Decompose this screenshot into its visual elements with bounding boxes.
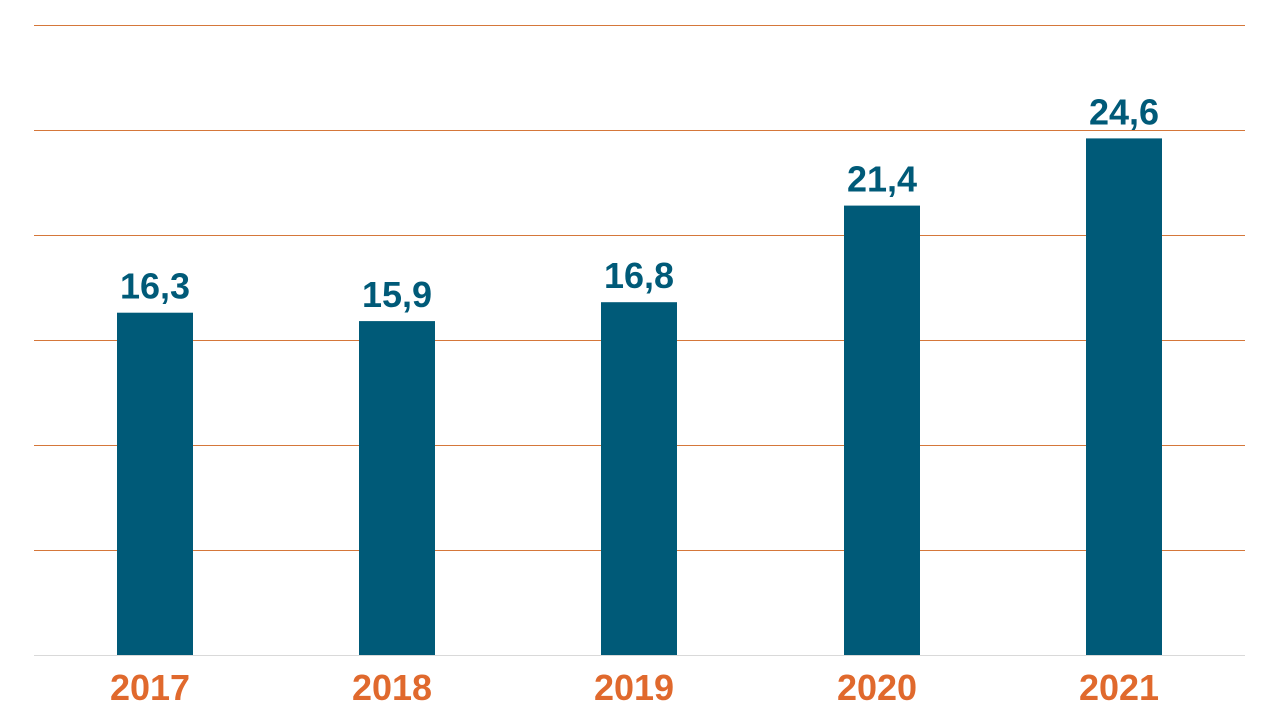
value-label-2019: 16,8 bbox=[604, 255, 674, 296]
value-label-2018: 15,9 bbox=[362, 274, 432, 315]
bar-2018 bbox=[359, 321, 435, 655]
category-label-2018: 2018 bbox=[352, 667, 432, 708]
bar-2019 bbox=[601, 302, 677, 655]
category-labels: 2017 2018 2019 2020 2021 bbox=[110, 667, 1159, 708]
value-label-2021: 24,6 bbox=[1089, 91, 1159, 132]
bars bbox=[117, 138, 1162, 655]
value-label-2020: 21,4 bbox=[847, 159, 917, 200]
value-label-2017: 16,3 bbox=[120, 266, 190, 307]
category-label-2021: 2021 bbox=[1079, 667, 1159, 708]
category-label-2020: 2020 bbox=[837, 667, 917, 708]
bar-2020 bbox=[844, 205, 920, 655]
category-label-2019: 2019 bbox=[594, 667, 674, 708]
category-label-2017: 2017 bbox=[110, 667, 190, 708]
value-labels: 16,3 15,9 16,8 21,4 24,6 bbox=[120, 91, 1159, 315]
bar-2021 bbox=[1086, 138, 1162, 655]
bar-2017 bbox=[117, 312, 193, 655]
